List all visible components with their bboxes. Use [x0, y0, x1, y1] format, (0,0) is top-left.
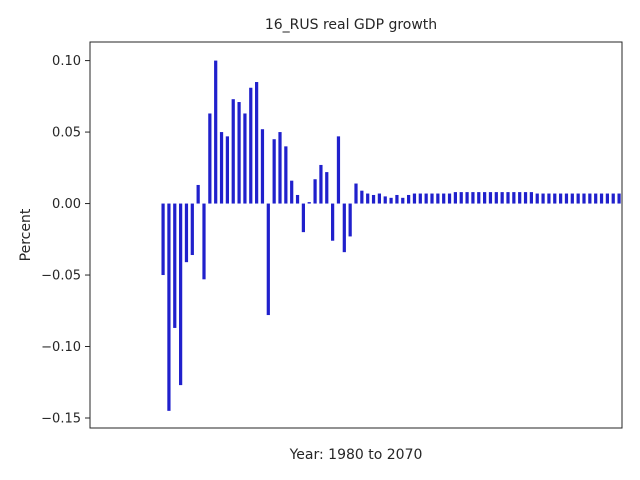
bar-2051 — [506, 192, 510, 204]
bar-2045 — [471, 192, 475, 204]
bar-2043 — [459, 192, 463, 204]
bar-1994 — [173, 203, 177, 328]
y-tick-label: 0.00 — [52, 197, 81, 212]
bar-2042 — [453, 192, 457, 204]
bar-2000 — [208, 113, 212, 204]
bar-2006 — [243, 113, 247, 204]
bar-2002 — [219, 132, 224, 204]
bar-2046 — [477, 192, 481, 204]
bar-1992 — [161, 203, 165, 276]
bar-2040 — [442, 193, 446, 204]
bar-2024 — [348, 203, 352, 237]
bar-2059 — [553, 193, 557, 204]
bar-2022 — [336, 136, 341, 204]
bar-2027 — [366, 193, 370, 204]
bar-2034 — [407, 194, 411, 204]
y-tick-label: −0.15 — [41, 411, 81, 426]
bar-2018 — [313, 179, 317, 204]
bar-2056 — [535, 193, 539, 204]
bar-2049 — [494, 192, 498, 204]
bar-2050 — [500, 192, 504, 204]
y-axis-ticks: 0.10 0.05 0.00 −0.05 −0.10 −0.15 — [41, 54, 90, 426]
bar-2020 — [325, 172, 329, 204]
bar-2053 — [518, 192, 522, 204]
bar-2041 — [447, 193, 452, 204]
bar-2063 — [576, 193, 580, 204]
bar-2052 — [512, 192, 516, 204]
bar-2048 — [488, 192, 493, 204]
bar-1998 — [196, 184, 200, 204]
bar-1996 — [184, 203, 189, 263]
bar-1993 — [167, 203, 171, 411]
plot-frame — [89, 41, 623, 429]
bar-series — [161, 60, 621, 411]
y-tick-label: 0.05 — [52, 126, 81, 141]
bar-2066 — [594, 193, 598, 204]
bar-2026 — [360, 190, 364, 204]
bar-2055 — [529, 192, 533, 204]
bar-2030 — [383, 196, 387, 204]
bar-2004 — [231, 99, 235, 204]
bar-2033 — [401, 197, 405, 204]
x-axis-label: Year: 1980 to 2070 — [289, 447, 423, 463]
bar-2003 — [225, 136, 229, 204]
bar-2039 — [436, 193, 440, 204]
bar-2015 — [295, 194, 300, 204]
bar-2008 — [255, 82, 259, 204]
bar-2007 — [249, 87, 253, 204]
bar-2016 — [301, 203, 305, 233]
bar-2010 — [266, 203, 270, 316]
bar-2062 — [570, 193, 574, 204]
bar-1995 — [179, 203, 183, 386]
bar-2065 — [588, 193, 592, 204]
bar-1999 — [202, 203, 206, 280]
bar-2009 — [260, 129, 265, 204]
bar-2061 — [564, 193, 569, 204]
bar-2021 — [331, 203, 335, 241]
bar-2031 — [389, 197, 393, 204]
bar-2064 — [582, 193, 586, 204]
bar-2068 — [605, 193, 609, 204]
y-axis-label: Percent — [18, 208, 34, 261]
bar-2047 — [483, 192, 487, 204]
bar-2012 — [278, 132, 282, 204]
bar-2005 — [237, 102, 241, 204]
bar-2058 — [547, 193, 551, 204]
bar-2023 — [342, 203, 346, 253]
bar-2032 — [395, 194, 399, 204]
bar-2036 — [418, 193, 422, 204]
bar-2044 — [465, 192, 469, 204]
chart-title: 16_RUS real GDP growth — [265, 17, 437, 33]
bar-2025 — [354, 183, 358, 204]
bar-2028 — [371, 194, 376, 204]
bar-2069 — [611, 193, 615, 204]
bar-2037 — [424, 193, 428, 204]
bar-2060 — [559, 193, 563, 204]
bar-2057 — [541, 193, 545, 204]
y-tick-label: −0.05 — [41, 269, 81, 284]
bar-2013 — [284, 146, 288, 204]
bar-2019 — [319, 164, 323, 204]
y-tick-label: 0.10 — [52, 54, 81, 69]
bar-1997 — [190, 203, 194, 256]
bar-2054 — [523, 192, 528, 204]
bar-2029 — [377, 193, 381, 204]
bar-2014 — [290, 180, 294, 204]
bar-2011 — [272, 139, 276, 204]
bar-2001 — [214, 60, 218, 204]
bar-2017 — [307, 202, 311, 204]
bar-2067 — [599, 193, 604, 204]
y-tick-label: −0.10 — [41, 340, 81, 355]
bar-2070 — [617, 193, 621, 204]
bar-2038 — [430, 193, 434, 204]
bar-2035 — [412, 193, 417, 204]
